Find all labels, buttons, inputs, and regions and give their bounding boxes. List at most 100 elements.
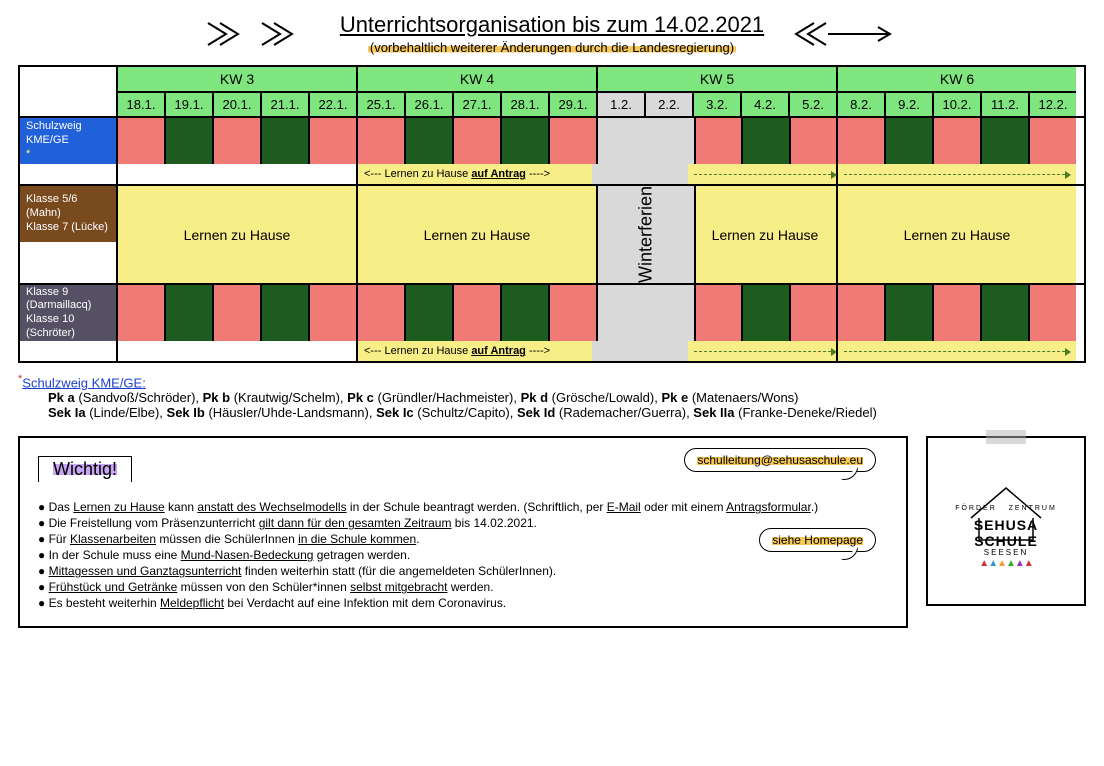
date-cell: 4.2. [740, 93, 788, 116]
date-cell: 21.1. [260, 93, 308, 116]
date-cell: 19.1. [164, 93, 212, 116]
tape-icon [986, 430, 1026, 444]
date-cell: 9.2. [884, 93, 932, 116]
auf-antrag-banner: <--- Lernen zu Hause auf Antrag ----> [358, 164, 596, 184]
schedule-cell [884, 285, 932, 341]
schedule-cell [260, 118, 308, 164]
schedule-cell [980, 285, 1028, 341]
schedule-cell [932, 285, 980, 341]
schedule-cell [884, 118, 932, 164]
arrow-feather-left [778, 19, 898, 49]
schedule-cell [932, 118, 980, 164]
page-header: Unterrichtsorganisation bis zum 14.02.20… [18, 12, 1086, 55]
schedule-cell [118, 118, 164, 164]
schedule-cell [548, 285, 596, 341]
schedule-cell [164, 118, 212, 164]
wichtig-note: Das Lernen zu Hause kann anstatt des Wec… [38, 500, 888, 514]
date-cell: 22.1. [308, 93, 356, 116]
wichtig-note: Es besteht weiterhin Meldepflicht bei Ve… [38, 596, 888, 610]
schedule-cell [548, 118, 596, 164]
timetable-grid: KW 318.1.19.1.20.1.21.1.22.1.KW 425.1.26… [18, 65, 1086, 363]
wichtig-note: In der Schule muss eine Mund-Nasen-Bedec… [38, 548, 888, 562]
date-cell: 20.1. [212, 93, 260, 116]
wichtig-heading: Wichtig! [38, 456, 132, 482]
schedule-cell [1028, 118, 1076, 164]
auf-antrag-banner: <--- Lernen zu Hause auf Antrag ----> [358, 341, 596, 361]
date-cell: 12.2. [1028, 93, 1076, 116]
schedule-cell [452, 285, 500, 341]
schedule-cell [598, 118, 694, 164]
schedule-cell [308, 285, 356, 341]
week-head: KW 5 [598, 67, 836, 93]
schedule-cell [260, 285, 308, 341]
wichtig-note: Die Freistellung vom Präsenzunterricht g… [38, 516, 888, 530]
date-cell: 2.2. [644, 93, 692, 116]
schedule-cell [358, 285, 404, 341]
schedule-cell [838, 285, 884, 341]
schedule-cell [404, 285, 452, 341]
date-cell: 5.2. [788, 93, 836, 116]
date-cell: 10.2. [932, 93, 980, 116]
logo-box: FÖRDER ZENTRUM SEHUSA SCHULE SEESEN ▲▲▲▲… [926, 436, 1086, 606]
date-cell: 18.1. [118, 93, 164, 116]
school-logo: FÖRDER ZENTRUM SEHUSA SCHULE SEESEN ▲▲▲▲… [951, 478, 1061, 569]
schedule-cell [500, 285, 548, 341]
wichtig-note: Mittagessen und Ganztagsunterricht finde… [38, 564, 888, 578]
schedule-cell [118, 285, 164, 341]
schedule-cell [838, 118, 884, 164]
schedule-cell [500, 118, 548, 164]
row-label: Klasse 9 (Darmaillacq)Klasse 10 (Schröte… [20, 285, 116, 341]
auf-antrag-banner [598, 164, 836, 184]
schedule-cell [980, 118, 1028, 164]
lernen-zu-hause-label: Lernen zu Hause [118, 186, 356, 283]
auf-antrag-banner [598, 341, 836, 361]
schedule-cell [1028, 285, 1076, 341]
schedule-cell [164, 285, 212, 341]
date-cell: 25.1. [358, 93, 404, 116]
auf-antrag-banner [838, 341, 1076, 361]
week-head: KW 6 [838, 67, 1076, 93]
schedule-cell [212, 285, 260, 341]
schedule-cell [789, 285, 836, 341]
auf-antrag-banner [838, 164, 1076, 184]
schedule-cell [694, 118, 741, 164]
lernen-zu-hause-label: Lernen zu Hause [358, 186, 596, 283]
row-label: Klasse 5/6 (Mahn)Klasse 7 (Lücke) [20, 186, 116, 242]
homepage-bubble: siehe Homepage [759, 528, 876, 552]
lernen-zu-hause-label: Lernen zu Hause [838, 186, 1076, 283]
date-cell: 11.2. [980, 93, 1028, 116]
schedule-cell [404, 118, 452, 164]
date-cell: 27.1. [452, 93, 500, 116]
arrow-feather-right [206, 19, 326, 49]
schedule-cell [358, 118, 404, 164]
legend: *Schulzweig KME/GE: Pk a (Sandvoß/Schröd… [18, 373, 1086, 420]
schedule-cell [741, 285, 788, 341]
schedule-cell [694, 285, 741, 341]
legend-line2: Sek Ia (Linde/Elbe), Sek Ib (Häusler/Uhd… [48, 405, 877, 420]
page-subtitle: (vorbehaltlich weiterer Änderungen durch… [340, 40, 764, 55]
row-label: SchulzweigKME/GE * [20, 118, 116, 164]
week-head: KW 3 [118, 67, 356, 93]
wichtig-notes: Das Lernen zu Hause kann anstatt des Wec… [38, 500, 888, 610]
schedule-cell [598, 285, 694, 341]
schedule-cell [212, 118, 260, 164]
date-cell: 3.2. [692, 93, 740, 116]
date-cell: 28.1. [500, 93, 548, 116]
legend-heading: Schulzweig KME/GE: [22, 375, 146, 390]
email-bubble: schulleitung@sehusaschule.eu [684, 448, 876, 472]
wichtig-box: Wichtig! schulleitung@sehusaschule.eu si… [18, 436, 908, 628]
date-cell: 8.2. [838, 93, 884, 116]
week-head: KW 4 [358, 67, 596, 93]
legend-line1: Pk a (Sandvoß/Schröder), Pk b (Krautwig/… [48, 390, 799, 405]
schedule-cell [452, 118, 500, 164]
date-cell: 29.1. [548, 93, 596, 116]
page-title: Unterrichtsorganisation bis zum 14.02.20… [340, 12, 764, 38]
date-cell: 26.1. [404, 93, 452, 116]
bottom-panels: Wichtig! schulleitung@sehusaschule.eu si… [18, 436, 1086, 628]
schedule-cell [789, 118, 836, 164]
schedule-cell [741, 118, 788, 164]
wichtig-note: Frühstück und Getränke müssen von den Sc… [38, 580, 888, 594]
date-cell: 1.2. [598, 93, 644, 116]
winterferien-cell: Winterferien [598, 186, 694, 283]
schedule-cell [308, 118, 356, 164]
